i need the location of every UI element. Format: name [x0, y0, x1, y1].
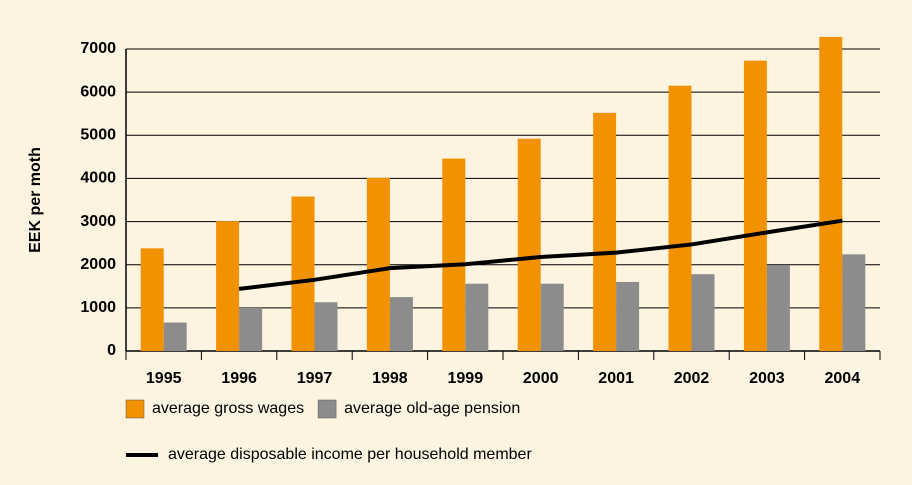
- bar: [239, 307, 263, 351]
- legend-label: average gross wages: [152, 400, 304, 417]
- bar: [314, 302, 338, 351]
- bar: [540, 283, 564, 351]
- bar: [593, 112, 617, 351]
- x-tick-label: 1996: [221, 370, 257, 387]
- bar: [291, 196, 315, 351]
- x-tick-label: 2003: [749, 370, 785, 387]
- bar: [389, 297, 413, 351]
- y-tick-label: 1000: [80, 299, 116, 316]
- y-tick-label: 3000: [80, 213, 116, 230]
- bar: [163, 322, 187, 351]
- x-tick-label: 1998: [372, 370, 408, 387]
- x-tick-label: 2001: [598, 370, 634, 387]
- legend-label: average old-age pension: [344, 400, 520, 417]
- bar: [819, 36, 843, 352]
- x-tick-label: 1999: [448, 370, 484, 387]
- y-tick-label: 4000: [80, 170, 116, 187]
- y-tick-label: 2000: [80, 256, 116, 273]
- legend-swatch: [125, 399, 145, 419]
- bar: [216, 221, 240, 351]
- x-tick-label: 2000: [523, 370, 559, 387]
- bar: [442, 158, 466, 351]
- legend-swatch: [317, 399, 337, 419]
- bar: [668, 85, 692, 352]
- bar: [766, 265, 790, 351]
- bar: [743, 60, 767, 352]
- y-tick-label: 7000: [80, 40, 116, 57]
- bar: [366, 177, 390, 351]
- bar: [517, 138, 541, 351]
- bar: [465, 283, 489, 351]
- y-tick-label: 6000: [80, 83, 116, 100]
- y-tick-label: 0: [107, 342, 116, 359]
- bar: [616, 281, 640, 351]
- x-tick-label: 1997: [297, 370, 333, 387]
- y-tick-label: 5000: [80, 127, 116, 144]
- bar: [691, 274, 715, 351]
- x-tick-label: 1995: [146, 370, 182, 387]
- x-tick-label: 2004: [825, 370, 861, 387]
- x-tick-label: 2002: [674, 370, 710, 387]
- legend-label: average disposable income per household …: [168, 446, 532, 463]
- bar: [140, 248, 164, 351]
- y-axis-label: EEK per moth: [27, 147, 44, 253]
- line: [238, 218, 843, 291]
- bar: [842, 254, 866, 351]
